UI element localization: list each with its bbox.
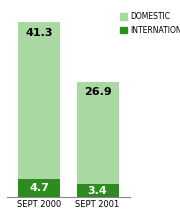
Text: 26.9: 26.9	[84, 87, 111, 97]
Bar	[18, 179, 60, 197]
Bar	[76, 82, 118, 184]
Text: 41.3: 41.3	[26, 28, 53, 38]
Text: 3.4: 3.4	[88, 186, 107, 196]
Text: 4.7: 4.7	[29, 183, 49, 193]
Bar	[76, 184, 118, 197]
Bar	[18, 22, 60, 179]
Legend: DOMESTIC, INTERNATIONAL: DOMESTIC, INTERNATIONAL	[118, 11, 180, 36]
